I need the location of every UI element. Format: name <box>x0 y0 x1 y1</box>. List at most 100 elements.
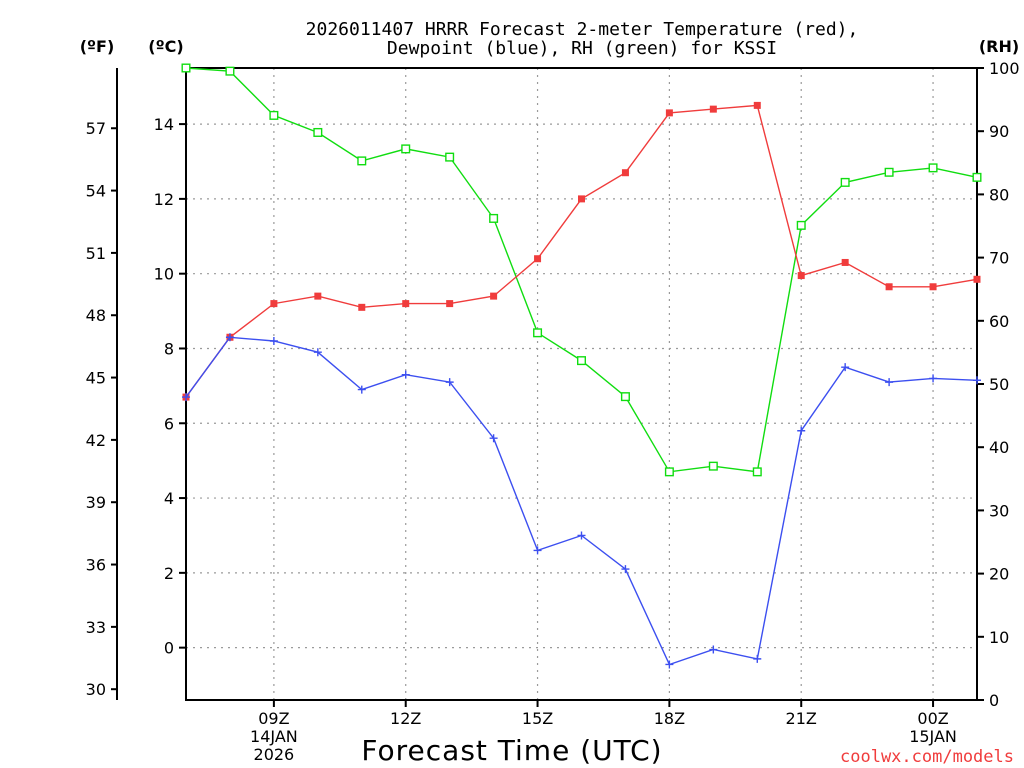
rh-point <box>489 213 499 223</box>
c-tick-label: 6 <box>164 414 174 433</box>
dewpoint-point <box>577 531 586 540</box>
f-tick-label: 48 <box>86 306 106 325</box>
dewpoint-point <box>753 654 762 663</box>
f-tick-label: 51 <box>86 244 106 263</box>
celsius-axis-label: (ºC) <box>148 37 183 56</box>
f-tick-label: 33 <box>86 618 106 637</box>
rh-point <box>313 127 323 137</box>
rh-point <box>533 328 543 338</box>
series-layer <box>181 63 982 669</box>
rh-tick-label: 90 <box>989 122 1009 141</box>
temperature-point <box>402 300 410 308</box>
x-tick-label: 18Z <box>654 709 685 728</box>
x-tick-label: 00Z <box>917 709 948 728</box>
dewpoint-point <box>401 370 410 379</box>
rh-point <box>577 356 587 366</box>
rh-point <box>708 461 718 471</box>
temperature-point <box>534 255 542 263</box>
axes: 30 33 36 39 42 45 48 51 54 57 0 2 4 6 8 10 12 14 0 10 20 30 40… <box>86 59 1020 764</box>
c-tick-label: 12 <box>154 190 174 209</box>
c-tick-label: 0 <box>164 639 174 658</box>
temperature-point <box>314 292 322 300</box>
fahrenheit-axis-label: (ºF) <box>80 37 115 56</box>
rh-point <box>972 172 982 182</box>
dewpoint-point <box>621 565 630 574</box>
rh-tick-label: 100 <box>989 59 1020 78</box>
temperature-point <box>973 275 981 283</box>
temperature-point <box>358 303 366 311</box>
rh-tick-label: 60 <box>989 312 1009 331</box>
plot-frame <box>185 67 978 701</box>
dewpoint-point <box>665 660 674 669</box>
dewpoint-point <box>533 546 542 555</box>
dewpoint-point <box>973 376 981 385</box>
rh-series <box>181 63 982 477</box>
x-tick-label: 09Z <box>258 709 289 728</box>
rh-point <box>181 63 191 73</box>
rh-point <box>225 66 235 76</box>
dewpoint-point <box>797 426 806 435</box>
dewpoint-series <box>182 333 981 669</box>
x-tick-label: 21Z <box>786 709 817 728</box>
rh-tick-label: 0 <box>989 691 999 710</box>
f-tick-label: 57 <box>86 119 106 138</box>
dewpoint-point <box>841 363 850 372</box>
temperature-point <box>578 195 585 203</box>
temperature-point <box>885 283 893 291</box>
c-tick-label: 10 <box>154 265 174 284</box>
c-tick-label: 4 <box>164 489 174 508</box>
f-tick-label: 42 <box>86 431 106 450</box>
dewpoint-point <box>313 348 322 357</box>
grid-lines <box>186 68 977 700</box>
dewpoint-point <box>885 378 894 387</box>
x-tick-date-label: 15JAN <box>909 727 957 746</box>
rh-point <box>269 110 279 120</box>
rh-tick-label: 20 <box>989 565 1009 584</box>
rh-tick-label: 50 <box>989 375 1009 394</box>
rh-point <box>796 220 806 230</box>
rh-point <box>928 163 938 173</box>
c-tick-label: 8 <box>164 339 174 358</box>
x-tick-label: 12Z <box>390 709 421 728</box>
dewpoint-point <box>929 374 938 383</box>
dewpoint-point <box>182 393 190 402</box>
rh-point <box>884 167 894 177</box>
x-tick-date-label: 14JAN <box>250 727 298 746</box>
dewpoint-point <box>225 333 234 342</box>
temperature-point <box>621 169 629 177</box>
temperature-point <box>797 272 805 280</box>
rh-point <box>401 144 411 154</box>
rh-point <box>840 177 850 187</box>
c-tick-label: 2 <box>164 564 174 583</box>
credit-text: coolwx.com/models <box>840 747 1014 767</box>
temperature-point <box>929 283 937 291</box>
f-tick-label: 30 <box>86 680 106 699</box>
rh-tick-label: 80 <box>989 185 1009 204</box>
x-tick-year-label: 2026 <box>254 745 295 764</box>
rh-point <box>620 392 630 402</box>
rh-point <box>664 467 674 477</box>
rh-tick-label: 30 <box>989 501 1009 520</box>
temperature-series <box>182 101 981 401</box>
dewpoint-point <box>445 378 454 387</box>
temperature-point <box>446 300 454 308</box>
temperature-point <box>709 105 717 113</box>
dewpoint-point <box>489 434 498 443</box>
temperature-point <box>270 300 278 308</box>
chart-title-line2: Dewpoint (blue), RH (green) for KSSI <box>387 38 777 59</box>
rh-tick-label: 70 <box>989 249 1009 268</box>
temperature-point <box>665 109 673 117</box>
chart-title-line1: 2026011407 HRRR Forecast 2-meter Tempera… <box>306 19 859 40</box>
temperature-point <box>753 101 761 109</box>
f-tick-label: 36 <box>86 556 106 575</box>
temperature-point <box>490 292 498 300</box>
f-tick-label: 54 <box>86 182 106 201</box>
dewpoint-point <box>357 385 366 394</box>
x-axis-title: Forecast Time (UTC) <box>361 734 662 767</box>
rh-tick-label: 10 <box>989 628 1009 647</box>
x-tick-label: 15Z <box>522 709 553 728</box>
dewpoint-point <box>709 645 718 654</box>
rh-point <box>445 152 455 162</box>
rh-point <box>752 467 762 477</box>
